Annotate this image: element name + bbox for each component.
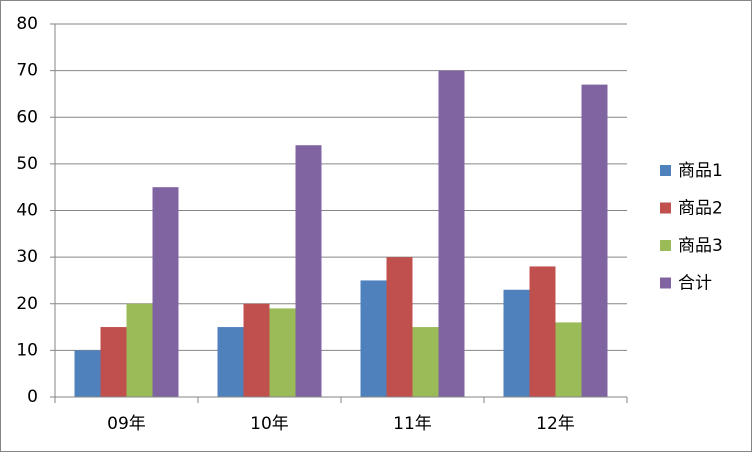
legend-label: 商品2 xyxy=(678,199,723,219)
x-tick-label: 11年 xyxy=(393,414,432,434)
bar xyxy=(243,303,270,397)
bar xyxy=(269,308,296,397)
y-tick-label: 20 xyxy=(16,294,38,314)
y-tick-label: 70 xyxy=(16,61,38,81)
y-tick-label: 50 xyxy=(16,154,38,174)
legend-swatch xyxy=(660,240,671,251)
bar xyxy=(412,327,439,397)
bar xyxy=(360,280,387,397)
legend-swatch xyxy=(660,165,671,176)
x-tick-label: 09年 xyxy=(107,414,146,434)
bar xyxy=(295,145,322,397)
bar xyxy=(555,322,582,397)
bar xyxy=(386,257,413,397)
legend-swatch xyxy=(660,202,671,214)
y-tick-label: 60 xyxy=(16,107,38,127)
legend-swatch xyxy=(660,277,671,289)
bar xyxy=(503,289,530,397)
bar xyxy=(100,327,127,397)
y-tick-label: 10 xyxy=(16,340,38,360)
legend-label: 商品3 xyxy=(678,236,723,256)
legend-label: 商品1 xyxy=(678,161,723,181)
bar xyxy=(74,350,101,397)
y-tick-label: 40 xyxy=(16,201,38,221)
legend-label: 合计 xyxy=(678,274,712,294)
y-tick-label: 30 xyxy=(16,247,38,267)
y-tick-label: 0 xyxy=(27,387,38,407)
bar xyxy=(126,303,153,397)
bar xyxy=(529,266,556,397)
bar xyxy=(438,70,465,397)
bar xyxy=(217,327,244,397)
bar xyxy=(152,187,179,397)
bar xyxy=(581,84,608,398)
y-tick-label: 80 xyxy=(16,14,38,34)
x-tick-label: 10年 xyxy=(250,414,289,434)
x-tick-label: 12年 xyxy=(536,414,575,434)
